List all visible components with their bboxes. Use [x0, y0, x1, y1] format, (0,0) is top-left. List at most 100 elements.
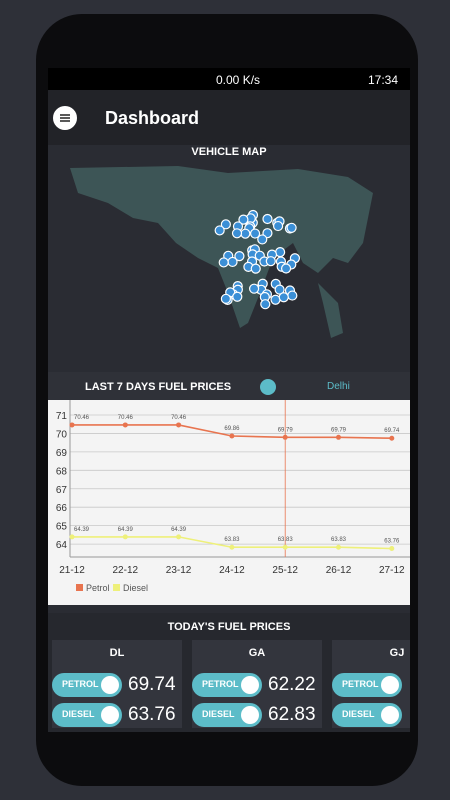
pump-icon [101, 676, 119, 694]
city-name[interactable]: Delhi [327, 381, 350, 392]
petrol-pill[interactable]: PETROL [52, 673, 122, 697]
data-point [389, 546, 395, 552]
petrol-pill[interactable]: PETROL [332, 673, 402, 697]
legend-label: Diesel [123, 583, 148, 593]
vehicle-marker [234, 251, 245, 262]
y-tick-label: 68 [56, 466, 68, 477]
price-card: GJ PETROL DIESEL [332, 640, 410, 728]
state-code: GJ [389, 647, 405, 659]
diesel-price: 63.76 [128, 704, 176, 725]
data-point [122, 534, 128, 540]
screen: 0.00 K/s 17:34 Dashboard VEHICLE MAP LAS… [48, 68, 410, 732]
vehicle-marker [250, 263, 261, 274]
x-tick-label: 21-12 [59, 565, 85, 576]
landmass [318, 283, 343, 338]
x-tick-label: 25-12 [272, 565, 298, 576]
menu-button[interactable] [53, 106, 77, 130]
prices-title: TODAY'S FUEL PRICES [167, 621, 291, 633]
x-tick-label: 22-12 [113, 565, 139, 576]
legend-label: Petrol [86, 583, 110, 593]
vehicle-map [70, 166, 373, 338]
state-code: GA [248, 647, 266, 659]
map-title: VEHICLE MAP [191, 146, 267, 158]
data-point [122, 422, 128, 428]
data-label: 64.39 [171, 527, 187, 533]
vehicle-marker [280, 263, 292, 274]
diesel-pill[interactable]: DIESEL [52, 703, 122, 727]
diesel-label: DIESEL [342, 709, 375, 719]
vehicle-marker [249, 228, 261, 239]
y-tick-label: 67 [56, 485, 68, 496]
data-label: 69.74 [384, 428, 400, 434]
city-dropdown[interactable] [260, 379, 276, 395]
y-tick-label: 69 [56, 448, 68, 459]
data-point [229, 544, 235, 550]
y-tick-label: 66 [56, 503, 68, 514]
vehicle-marker [260, 299, 271, 310]
data-point [69, 422, 75, 428]
data-label: 63.83 [224, 537, 240, 543]
vehicle-marker [249, 283, 260, 294]
chart-header: LAST 7 DAYS FUEL PRICES Delhi [48, 372, 410, 402]
vehicle-marker [240, 228, 251, 239]
petrol-pill[interactable]: PETROL [192, 673, 262, 697]
petrol-price: 69.74 [128, 674, 176, 695]
data-point [336, 544, 341, 550]
data-point [69, 534, 75, 540]
menu-icon [60, 114, 70, 122]
vehicle-marker [272, 220, 284, 232]
legend-swatch [76, 584, 83, 591]
vehicle-markers [214, 209, 301, 310]
chart-title: LAST 7 DAYS FUEL PRICES [85, 381, 232, 393]
data-label: 69.86 [224, 426, 240, 432]
network-speed: 0.00 K/s [216, 73, 261, 87]
x-tick-label: 27-12 [379, 565, 405, 576]
data-label: 64.39 [74, 527, 90, 533]
x-tick-label: 24-12 [219, 565, 245, 576]
data-label: 69.79 [331, 427, 347, 433]
app-bar: Dashboard [48, 90, 410, 145]
data-point [282, 434, 288, 440]
diesel-pill[interactable]: DIESEL [332, 703, 402, 727]
data-label: 70.46 [118, 415, 134, 421]
data-point [389, 435, 395, 441]
data-point [229, 433, 235, 439]
vehicle-marker [227, 256, 238, 268]
vehicle-marker [218, 257, 229, 268]
diesel-label: DIESEL [62, 709, 95, 719]
data-label: 70.46 [171, 415, 187, 421]
pump-icon [241, 706, 259, 724]
vehicle-marker [238, 214, 249, 225]
data-point [282, 544, 288, 550]
page-title: Dashboard [105, 108, 200, 128]
data-label: 69.79 [278, 427, 294, 433]
landmass [70, 166, 373, 328]
vehicle-marker [274, 284, 285, 295]
data-label: 70.46 [74, 415, 90, 421]
data-label: 63.76 [384, 539, 400, 545]
pump-icon [241, 676, 259, 694]
legend-swatch [113, 584, 120, 591]
fuel-chart: 64 65 66 67 68 69 70 71 21-12 22-12 23-12 24-12 25-1… [48, 400, 410, 605]
diesel-pill[interactable]: DIESEL [192, 703, 262, 727]
vehicle-marker [265, 256, 276, 267]
price-card: GA PETROL 62.22 DIESEL 62.83 [192, 640, 322, 728]
clock: 17:34 [368, 73, 399, 87]
vehicle-marker [220, 293, 232, 304]
vehicle-marker [286, 222, 297, 233]
vehicle-marker [278, 292, 289, 303]
data-point [176, 534, 182, 540]
petrol-price: 62.22 [268, 674, 316, 695]
pump-icon [101, 706, 119, 724]
vehicle-marker [262, 213, 273, 225]
diesel-label: DIESEL [202, 709, 235, 719]
petrol-label: PETROL [62, 679, 99, 689]
petrol-label: PETROL [202, 679, 239, 689]
y-tick-label: 71 [56, 411, 68, 422]
petrol-label: PETROL [342, 679, 379, 689]
state-code: DL [109, 647, 125, 659]
diesel-price: 62.83 [268, 704, 316, 725]
price-card: DL PETROL 69.74 DIESEL 63.76 [52, 640, 182, 728]
prices-section: TODAY'S FUEL PRICES DL PETROL 69.74 DIESEL 6… [48, 613, 410, 732]
pump-icon [381, 676, 399, 694]
